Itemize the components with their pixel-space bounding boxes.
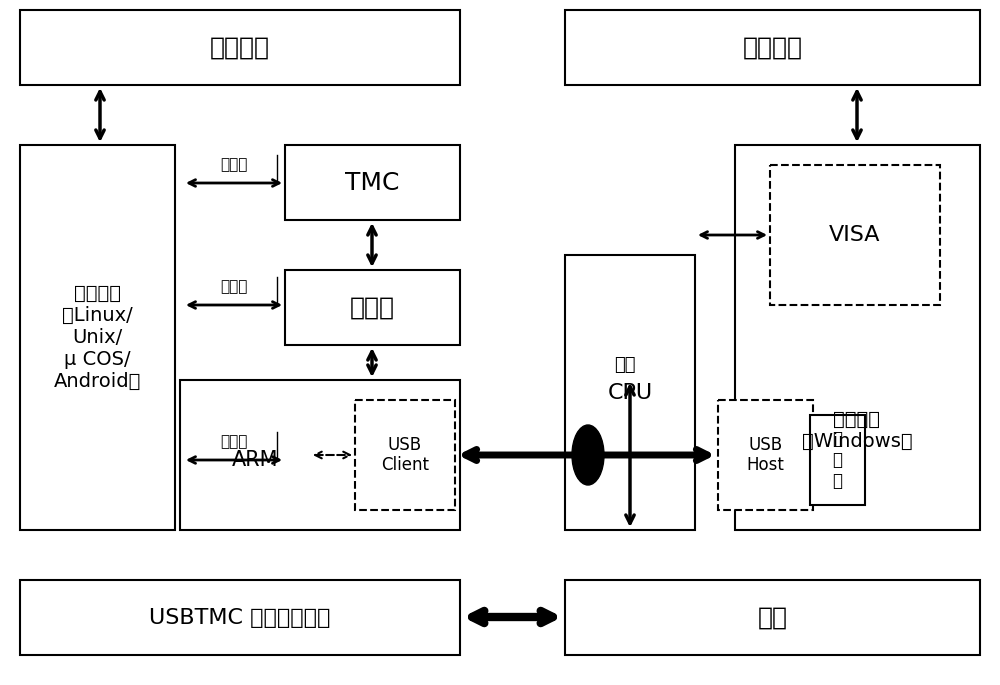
Text: 操作系统
（Linux/
Unix/
μ COS/
Android）: 操作系统 （Linux/ Unix/ μ COS/ Android） — [54, 284, 141, 391]
Text: ARM: ARM — [232, 450, 278, 470]
Bar — [565, 580, 980, 655]
Bar — [718, 400, 813, 510]
Text: TMC: TMC — [345, 171, 400, 195]
Bar — [565, 255, 695, 530]
Text: 协议层: 协议层 — [220, 279, 248, 295]
Bar — [810, 415, 865, 505]
Text: 硬件层: 硬件层 — [220, 434, 248, 449]
Bar — [20, 10, 460, 85]
Text: 用户程序: 用户程序 — [210, 36, 270, 60]
Text: 用户程序: 用户程序 — [742, 36, 802, 60]
Text: 操作系统
（Windows）: 操作系统 （Windows） — [802, 410, 912, 451]
Text: 电缆: 电缆 — [614, 356, 636, 374]
Bar — [20, 145, 175, 530]
Text: 协议栈: 协议栈 — [350, 295, 395, 319]
Text: 主机: 主机 — [758, 606, 788, 630]
Ellipse shape — [572, 425, 604, 485]
Bar — [735, 145, 980, 530]
Bar — [20, 580, 460, 655]
Bar — [565, 10, 980, 85]
Bar — [285, 145, 460, 220]
Bar — [355, 400, 455, 510]
Bar — [770, 165, 940, 305]
Text: 应用层: 应用层 — [220, 158, 248, 173]
Text: USB
Client: USB Client — [381, 436, 429, 475]
Text: USB
Host: USB Host — [747, 436, 784, 475]
Text: VISA: VISA — [829, 225, 881, 245]
Text: USBTMC 接口的从设备: USBTMC 接口的从设备 — [149, 608, 331, 627]
Text: CPU: CPU — [607, 382, 653, 403]
Bar — [180, 380, 460, 530]
Bar — [285, 270, 460, 345]
Text: 芯
片
组: 芯 片 组 — [832, 430, 842, 490]
